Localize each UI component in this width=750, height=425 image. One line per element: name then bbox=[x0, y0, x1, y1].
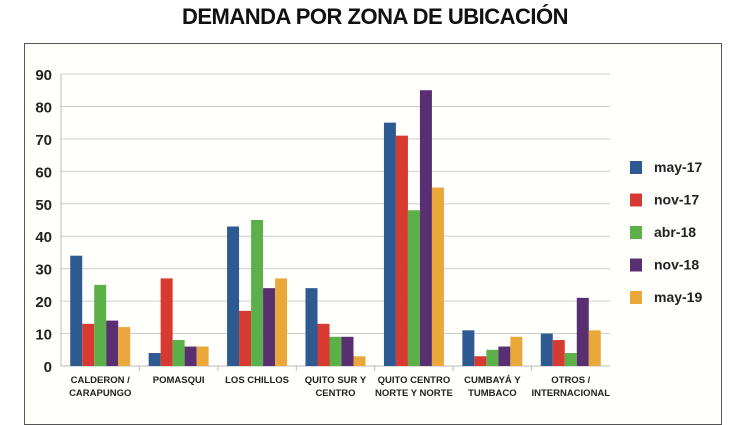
chart-title: DEMANDA POR ZONA DE UBICACIÓN bbox=[182, 4, 568, 29]
bar-may-17 bbox=[305, 288, 318, 366]
bar-may-17 bbox=[540, 333, 553, 366]
y-tick-label: 10 bbox=[35, 327, 52, 344]
bar-nov-17 bbox=[552, 340, 565, 366]
bar-may-19 bbox=[431, 187, 444, 366]
legend-label: nov-18 bbox=[654, 257, 699, 273]
legend-swatch bbox=[630, 258, 642, 272]
bar-abr-18 bbox=[329, 336, 342, 366]
bar-may-17 bbox=[227, 226, 240, 366]
legend-label: may-17 bbox=[654, 159, 702, 175]
bar-nov-18 bbox=[576, 297, 589, 366]
bar-nov-17 bbox=[395, 135, 408, 366]
legend-label: may-19 bbox=[654, 289, 702, 305]
bar-may-19 bbox=[353, 356, 366, 366]
bar-nov-17 bbox=[317, 323, 330, 366]
y-tick-label: 50 bbox=[35, 197, 52, 214]
x-tick-label: QUITO CENTRO bbox=[378, 375, 451, 386]
bar-nov-17 bbox=[239, 310, 252, 366]
y-tick-label: 40 bbox=[35, 229, 52, 246]
y-tick-label: 30 bbox=[35, 262, 52, 279]
x-tick-label: QUITO SUR Y bbox=[305, 375, 367, 386]
bar-abr-18 bbox=[486, 349, 499, 366]
bar-may-19 bbox=[275, 278, 288, 366]
x-tick-label: CALDERON / bbox=[71, 375, 130, 386]
bar-may-17 bbox=[383, 122, 396, 367]
bar-nov-17 bbox=[82, 323, 95, 366]
x-tick-label: OTROS / bbox=[551, 375, 590, 386]
legend-swatch bbox=[630, 193, 642, 207]
bar-nov-18 bbox=[498, 346, 511, 366]
x-tick-label: NORTE Y NORTE bbox=[375, 388, 453, 399]
bar-nov-18 bbox=[263, 288, 276, 366]
bar-abr-18 bbox=[251, 220, 264, 366]
y-tick-label: 80 bbox=[35, 99, 52, 116]
bar-may-19 bbox=[588, 330, 601, 366]
bar-nov-18 bbox=[419, 90, 432, 366]
bar-may-17 bbox=[462, 330, 475, 366]
y-tick-label: 90 bbox=[35, 67, 52, 84]
bar-may-19 bbox=[196, 346, 209, 366]
bar-abr-18 bbox=[564, 353, 577, 366]
legend-label: abr-18 bbox=[654, 224, 696, 240]
legend-swatch bbox=[630, 161, 642, 174]
bar-may-17 bbox=[148, 353, 161, 366]
legend-swatch bbox=[630, 226, 642, 239]
bar-may-19 bbox=[118, 327, 131, 366]
x-tick-label: CUMBAYÁ Y bbox=[464, 375, 521, 386]
x-tick-label: INTERNACIONAL bbox=[531, 388, 610, 399]
y-tick-label: 20 bbox=[35, 294, 52, 311]
bar-abr-18 bbox=[172, 340, 185, 366]
bar-nov-17 bbox=[160, 278, 173, 366]
legend-label: nov-17 bbox=[654, 192, 699, 208]
bar-nov-18 bbox=[106, 320, 119, 366]
bar-may-17 bbox=[70, 255, 83, 366]
legend-swatch bbox=[630, 291, 642, 304]
bar-abr-18 bbox=[94, 284, 107, 366]
bar-abr-18 bbox=[407, 210, 420, 366]
x-tick-label: LOS CHILLOS bbox=[225, 375, 289, 386]
bar-may-19 bbox=[510, 336, 523, 366]
y-tick-label: 0 bbox=[44, 359, 52, 376]
bar-chart: 0 10 20 30 40 50 60 70 80 90 CALDERON / CARAPUNGO PO… bbox=[35, 67, 702, 399]
x-tick-label: POMASQUI bbox=[153, 375, 205, 386]
bar-nov-18 bbox=[341, 336, 354, 366]
bar-nov-18 bbox=[184, 346, 197, 366]
y-tick-label: 60 bbox=[35, 164, 52, 181]
x-tick-label: TUMBACO bbox=[468, 388, 517, 399]
x-tick-label: CENTRO bbox=[315, 388, 355, 399]
bar-nov-17 bbox=[474, 356, 487, 366]
y-tick-label: 70 bbox=[35, 132, 52, 149]
x-tick-label: CARAPUNGO bbox=[69, 388, 131, 399]
